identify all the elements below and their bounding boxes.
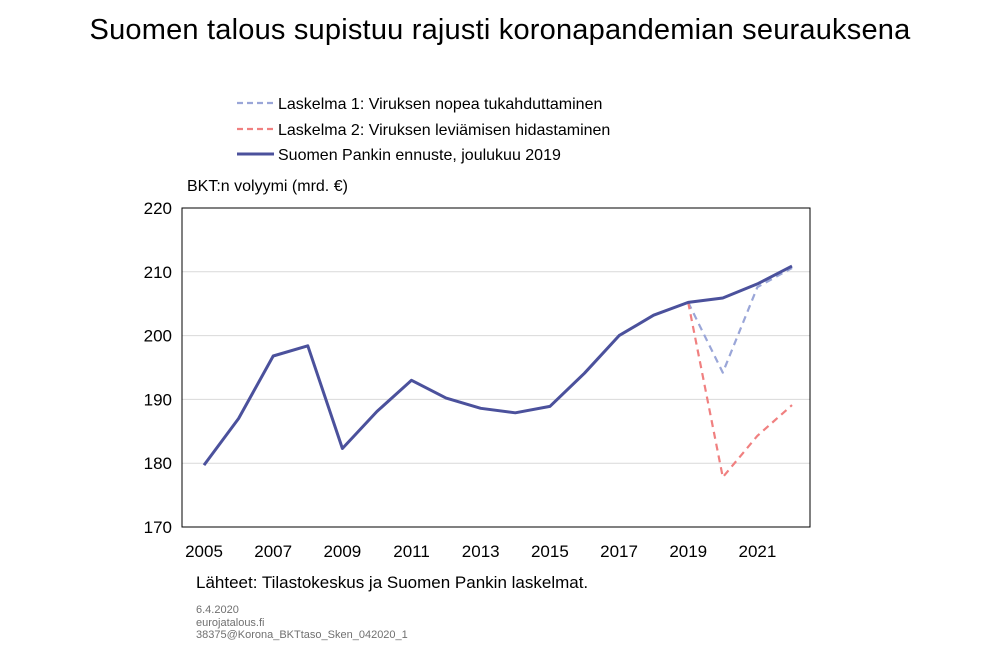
legend-label-laskelma-2: Laskelma 2: Viruksen leviämisen hidastam… [278, 122, 610, 139]
y-tick-label: 200 [144, 327, 172, 346]
x-tick-label: 2007 [254, 542, 292, 561]
x-axis-ticks: 2005 2007 2009 2011 2013 2015 2017 2019 2021 [185, 542, 776, 561]
legend-entry-2: Laskelma 2: Viruksen leviämisen hidastam… [237, 122, 610, 139]
footer: 6.4.2020 eurojatalous.fi 38375@Korona_BK… [196, 604, 408, 642]
legend-entry-1: Laskelma 1: Viruksen nopea tukahduttamin… [237, 96, 602, 113]
y-tick-label: 180 [144, 454, 172, 473]
y-tick-label: 220 [144, 199, 172, 218]
chart-title: Suomen talous supistuu rajusti koronapan… [89, 14, 911, 46]
x-tick-label: 2009 [323, 542, 361, 561]
y-tick-label: 210 [144, 263, 172, 282]
x-tick-label: 2017 [600, 542, 638, 561]
x-tick-label: 2005 [185, 542, 223, 561]
y-axis-label: BKT:n volyymi (mrd. €) [187, 178, 348, 195]
series-line-3 [202, 264, 793, 466]
footer-site: eurojatalous.fi [196, 616, 265, 629]
x-tick-label: 2011 [393, 542, 430, 561]
footer-date: 6.4.2020 [196, 604, 239, 616]
legend-entry-3: Suomen Pankin ennuste, joulukuu 2019 [237, 147, 561, 164]
legend-label-laskelma-1: Laskelma 1: Viruksen nopea tukahduttamin… [278, 96, 602, 113]
series-lines [202, 264, 793, 479]
legend: Laskelma 1: Viruksen nopea tukahduttamin… [237, 96, 610, 164]
x-tick-label: 2013 [462, 542, 500, 561]
source-note: Lähteet: Tilastokeskus ja Suomen Pankin … [196, 573, 589, 592]
legend-label-ennuste: Suomen Pankin ennuste, joulukuu 2019 [278, 147, 561, 164]
footer-code: 38375@Korona_BKTtaso_Sken_042020_1 [196, 629, 408, 641]
gridlines [182, 271, 810, 464]
y-axis-ticks: 170 180 190 200 210 220 [144, 199, 172, 537]
y-tick-label: 190 [144, 390, 172, 409]
series-line-1 [687, 267, 793, 374]
x-tick-label: 2019 [669, 542, 707, 561]
x-tick-label: 2015 [531, 542, 569, 561]
series-line-2 [687, 302, 793, 479]
plot-area-frame [181, 207, 811, 528]
y-tick-label: 170 [144, 518, 172, 537]
x-tick-label: 2021 [738, 542, 776, 561]
